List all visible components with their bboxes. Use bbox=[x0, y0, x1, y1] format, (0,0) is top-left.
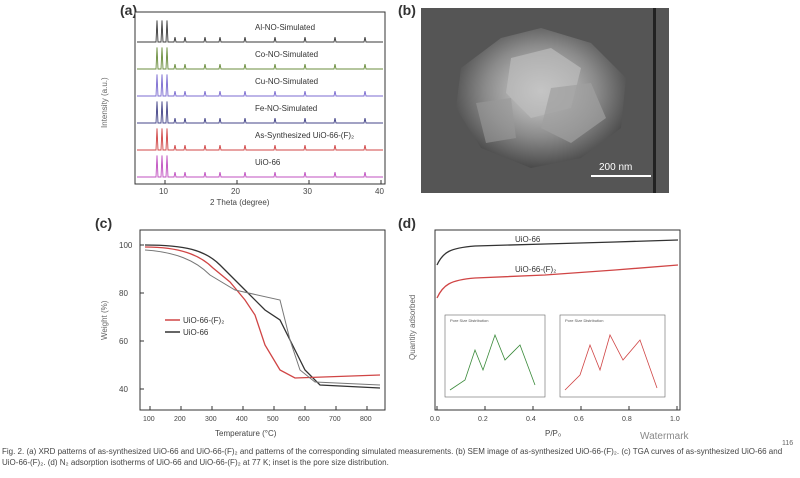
tga-legend-uio66: UiO-66 bbox=[183, 328, 209, 337]
xrd-traces: Al-NO-Simulated Co-NO-Simulated Cu-NO-Simu… bbox=[137, 20, 383, 178]
panel-c-x-label: Temperature (°C) bbox=[215, 429, 277, 438]
tga-y-tick-label: 100 bbox=[119, 241, 133, 250]
tga-x-tick-label: 600 bbox=[298, 416, 310, 423]
xrd-x-tick-label: 40 bbox=[375, 187, 384, 196]
inset-right: Pore Size Distribution bbox=[559, 314, 666, 398]
tga-x-tick-label: 500 bbox=[267, 416, 279, 423]
xrd-trace-label: As-Synthesized UiO-66-(F)₂ bbox=[255, 131, 354, 140]
iso-x-tick-label: 0.0 bbox=[430, 416, 440, 423]
figure-number: 116 bbox=[782, 440, 794, 447]
xrd-trace bbox=[137, 101, 383, 124]
xrd-x-tick-label: 20 bbox=[231, 187, 240, 196]
panel-d-label: (d) bbox=[398, 215, 416, 231]
xrd-trace bbox=[137, 128, 383, 151]
tga-curve-uio66 bbox=[144, 244, 381, 389]
panel-c-x-ticks: 100 200 300 400 500 600 700 800 bbox=[143, 406, 372, 423]
tga-x-tick-label: 700 bbox=[329, 416, 341, 423]
panel-d-y-label: Quantity adsorbed bbox=[408, 295, 417, 360]
xrd-trace-label: Cu-NO-Simulated bbox=[255, 77, 318, 86]
isotherm-uio66-f2 bbox=[436, 264, 679, 299]
xrd-trace bbox=[137, 74, 383, 97]
sem-image: 200 nm bbox=[421, 8, 669, 193]
xrd-x-tick-label: 30 bbox=[303, 187, 312, 196]
iso-x-tick-label: 0.4 bbox=[526, 416, 536, 423]
svg-text:Pore Size Distribution: Pore Size Distribution bbox=[565, 318, 603, 323]
xrd-trace bbox=[137, 47, 383, 70]
tga-y-tick-label: 80 bbox=[119, 289, 128, 298]
isotherm-label-f2: UiO-66-(F)₂ bbox=[515, 265, 556, 274]
svg-text:Pore Size Distribution: Pore Size Distribution bbox=[450, 318, 488, 323]
iso-x-tick-label: 0.2 bbox=[478, 416, 488, 423]
panel-a-label: (a) bbox=[120, 2, 138, 18]
tga-x-tick-label: 100 bbox=[143, 416, 155, 423]
tga-x-tick-label: 400 bbox=[236, 416, 248, 423]
panel-a-x-ticks: 10 20 30 40 bbox=[159, 180, 384, 196]
tga-y-tick-label: 60 bbox=[119, 337, 128, 346]
panel-d-x-label: P/P₀ bbox=[545, 429, 561, 438]
figure-caption: Fig. 2. (a) XRD patterns of as-synthesiz… bbox=[2, 447, 783, 467]
watermark: Watermark bbox=[640, 431, 689, 442]
inset-left: Pore Size Distribution bbox=[444, 314, 546, 398]
isotherm-label-uio66: UiO-66 bbox=[515, 235, 541, 244]
xrd-trace-label: UiO-66 bbox=[255, 158, 281, 167]
xrd-trace-label: Fe-NO-Simulated bbox=[255, 104, 317, 113]
panel-a-y-label: Intensity (a.u.) bbox=[100, 77, 109, 128]
panel-b-label: (b) bbox=[398, 2, 416, 18]
panel-c-y-label: Weight (%) bbox=[100, 300, 109, 340]
tga-x-tick-label: 200 bbox=[174, 416, 186, 423]
panel-d-x-ticks: 0.0 0.2 0.4 0.6 0.8 1.0 bbox=[430, 406, 680, 423]
tga-x-tick-label: 800 bbox=[360, 416, 372, 423]
xrd-trace-label: Co-NO-Simulated bbox=[255, 50, 318, 59]
panel-c-label: (c) bbox=[95, 215, 113, 231]
xrd-x-tick-label: 10 bbox=[159, 187, 168, 196]
panel-d-isotherm-plot: 0.0 0.2 0.4 0.6 0.8 1.0 UiO-66 UiO-66-(F)₂ Po… bbox=[408, 229, 681, 438]
panel-c-tga-plot: 100 80 60 40 100 200 300 400 500 600 700 800 UiO-6… bbox=[100, 229, 386, 438]
xrd-trace-label: Al-NO-Simulated bbox=[255, 23, 315, 32]
panel-a-xrd-plot: Al-NO-Simulated Co-NO-Simulated Cu-NO-Simu… bbox=[100, 11, 386, 207]
iso-x-tick-label: 1.0 bbox=[670, 416, 680, 423]
scale-bar-label: 200 nm bbox=[599, 162, 632, 173]
panel-a-x-label: 2 Theta (degree) bbox=[210, 198, 270, 207]
panel-c-y-ticks: 100 80 60 40 bbox=[119, 241, 144, 394]
tga-curve-uio66-f2 bbox=[144, 246, 381, 379]
tga-y-tick-label: 40 bbox=[119, 385, 128, 394]
iso-x-tick-label: 0.8 bbox=[622, 416, 632, 423]
iso-x-tick-label: 0.6 bbox=[574, 416, 584, 423]
isotherm-uio66 bbox=[436, 239, 679, 266]
tga-legend-f2: UiO-66-(F)₂ bbox=[183, 316, 224, 325]
tga-x-tick-label: 300 bbox=[205, 416, 217, 423]
xrd-trace bbox=[137, 155, 383, 178]
xrd-trace bbox=[137, 20, 383, 43]
